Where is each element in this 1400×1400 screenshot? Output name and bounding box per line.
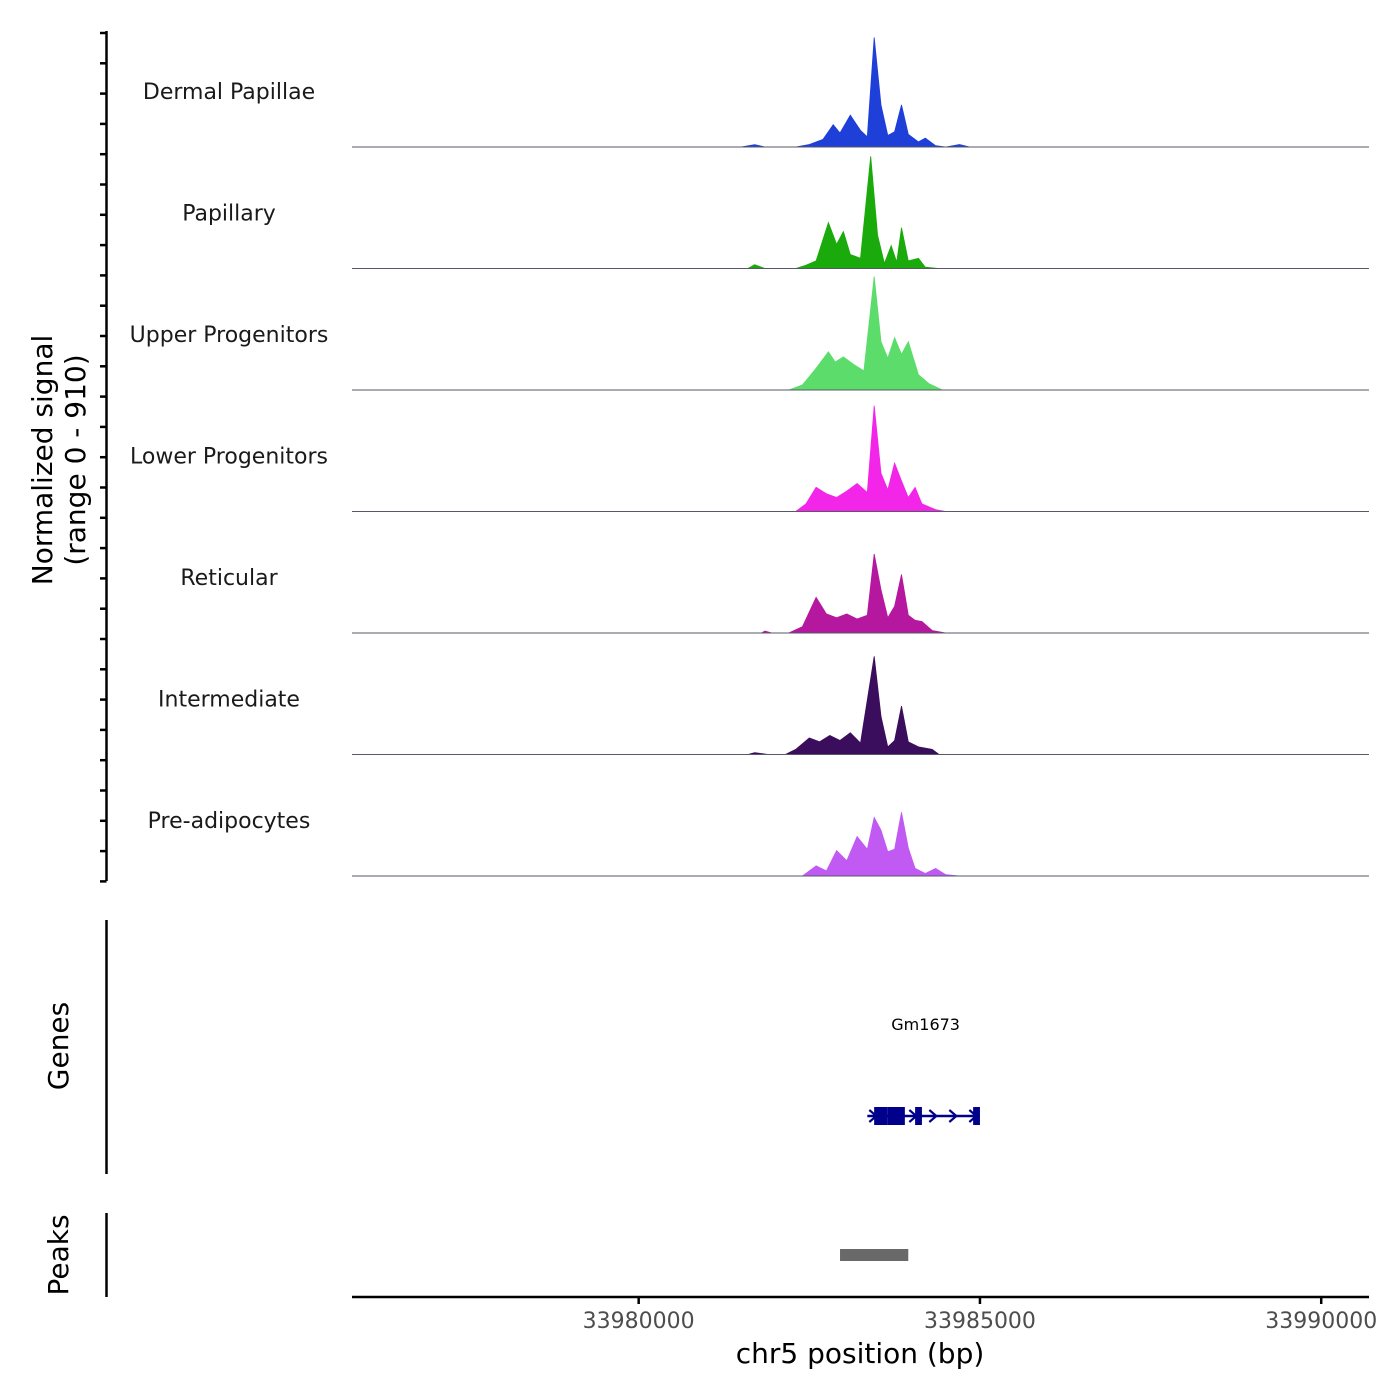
- peaks-panel-title: Peaks: [42, 1214, 75, 1295]
- gene-exon: [887, 1107, 905, 1125]
- track-label: Upper Progenitors: [130, 323, 329, 348]
- peak-region: [840, 1249, 909, 1261]
- x-tick-label: 33980000: [583, 1309, 695, 1334]
- track-label: Reticular: [180, 566, 278, 591]
- peaks-layer: [840, 1249, 909, 1261]
- coverage-tracks: Dermal Papillae Papillary Upper Progenitor…: [130, 37, 1369, 877]
- gene-exon: [973, 1107, 980, 1125]
- track-label: Dermal Papillae: [143, 80, 315, 105]
- gene-label: Gm1673: [891, 1015, 960, 1034]
- coverage-area: [352, 553, 1369, 634]
- coverage-area: [352, 656, 1369, 755]
- x-axis-title: chr5 position (bp): [736, 1337, 985, 1370]
- track-label: Papillary: [182, 202, 276, 227]
- track-reticular: Reticular: [180, 553, 1369, 634]
- x-tick-label: 33990000: [1265, 1309, 1377, 1334]
- gene-exon: [915, 1107, 922, 1125]
- coverage-area: [352, 37, 1369, 148]
- coverage-area: [352, 276, 1369, 391]
- track-lower-progenitors: Lower Progenitors: [130, 405, 1369, 512]
- track-label: Lower Progenitors: [130, 445, 328, 470]
- genes-panel-title: Genes: [42, 1002, 75, 1090]
- track-intermediate: Intermediate: [158, 656, 1369, 755]
- y-axis-subtitle: (range 0 - 910): [59, 354, 92, 565]
- track-label: Pre-adipocytes: [148, 809, 311, 834]
- track-label: Intermediate: [158, 688, 300, 713]
- genes-layer: Gm1673: [867, 1015, 980, 1125]
- x-axis-ticks: 33980000 33985000 33990000: [583, 1297, 1377, 1334]
- gene-exon: [874, 1107, 888, 1125]
- strand-arrow: [948, 1109, 959, 1123]
- coverage-area: [352, 405, 1369, 512]
- coverage-area: [352, 156, 1369, 269]
- coverage-area: [352, 812, 1369, 877]
- x-tick-label: 33985000: [924, 1309, 1036, 1334]
- track-papillary: Papillary: [182, 156, 1369, 269]
- track-upper-progenitors: Upper Progenitors: [130, 276, 1369, 391]
- track-dermal-papillae: Dermal Papillae: [143, 37, 1369, 148]
- y-axis-title: Normalized signal: [26, 335, 59, 586]
- track-pre-adipocytes: Pre-adipocytes: [148, 809, 1369, 877]
- strand-arrow: [928, 1109, 939, 1123]
- coverage-axis-ticks: [100, 31, 107, 883]
